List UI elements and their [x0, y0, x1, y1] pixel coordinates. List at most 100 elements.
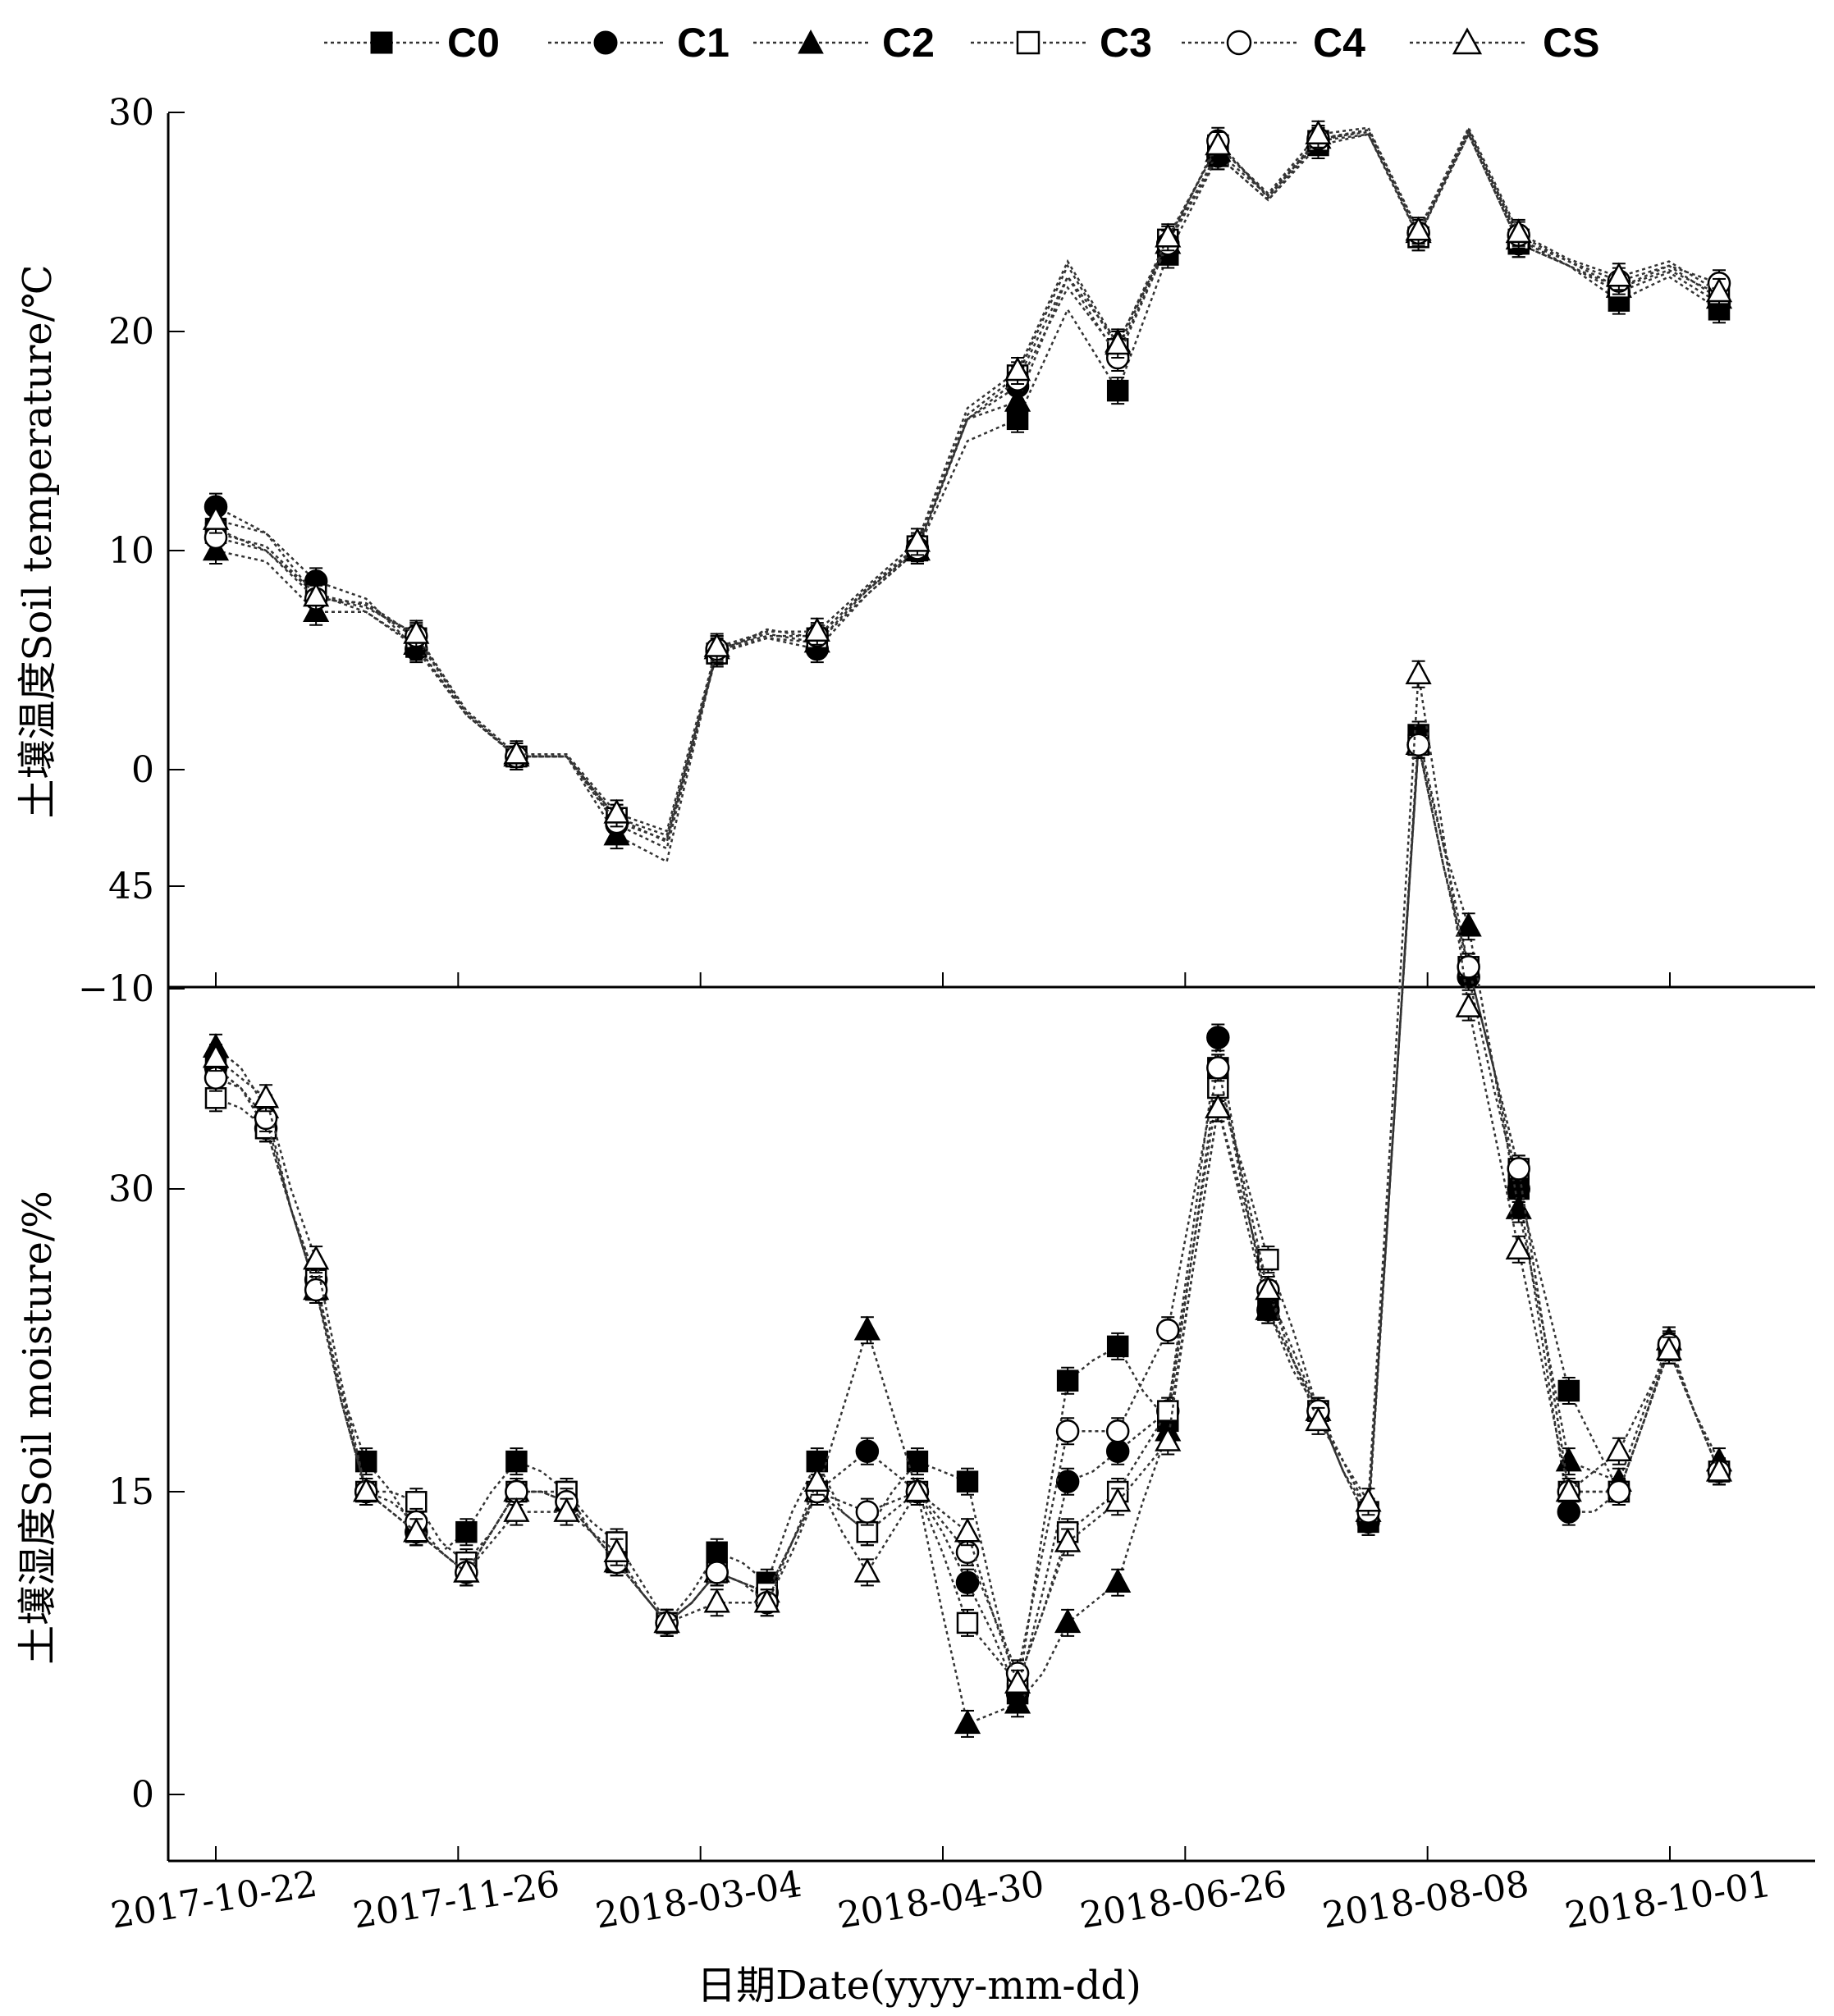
legend-label-c4: C4 — [1313, 20, 1365, 66]
data-point-triangle — [1155, 1426, 1182, 1451]
data-point-triangle — [1205, 1093, 1232, 1118]
y-axis-title-moisture: 土壤湿度Soil moisture/% — [15, 1191, 61, 1664]
data-point-triangle — [703, 632, 730, 657]
data-point-triangle — [803, 1467, 830, 1492]
data-point-triangle — [853, 1315, 880, 1341]
data-point-circle — [855, 1439, 880, 1464]
legend-item-c4: C4 — [1182, 20, 1365, 66]
data-point-triangle — [1505, 218, 1532, 244]
x-tick-label: 2017-11-26 — [350, 1863, 563, 1937]
y-tick-label: 45 — [108, 866, 154, 907]
series-temperature-c1 — [204, 126, 1731, 850]
data-point-triangle — [403, 1517, 430, 1543]
data-point-triangle — [603, 1538, 630, 1563]
data-point-triangle — [1305, 1406, 1332, 1432]
data-point-triangle — [353, 1477, 380, 1502]
data-point-circle — [1457, 955, 1480, 979]
series-temperature-cs — [202, 120, 1733, 833]
legend: C0 C1 C2 C3 C4 CS — [324, 20, 1599, 66]
series-temperature-c0 — [204, 131, 1731, 843]
data-point-square — [1557, 1379, 1580, 1402]
data-point-triangle — [753, 1588, 780, 1613]
data-point-triangle — [1105, 1487, 1132, 1512]
data-point-triangle — [1355, 1487, 1382, 1512]
y-tick-label: 10 — [108, 530, 154, 572]
data-point-circle — [1055, 1419, 1080, 1443]
y-tick-label: 15 — [108, 1471, 154, 1513]
series-moisture-c4 — [204, 730, 1731, 1688]
series-line — [215, 125, 1720, 833]
y-tick-label: 30 — [108, 92, 154, 134]
data-point-circle — [1507, 1157, 1530, 1181]
series-line — [215, 127, 1720, 863]
data-point-square — [1106, 1335, 1129, 1358]
data-point-triangle — [803, 617, 830, 642]
legend-item-cs: CS — [1410, 20, 1599, 66]
data-point-triangle — [954, 1517, 981, 1543]
data-point-triangle — [1255, 1275, 1282, 1301]
series-temperature-c3 — [204, 126, 1731, 837]
x-tick-label: 2018-10-01 — [1562, 1863, 1774, 1937]
data-point-triangle — [903, 527, 931, 552]
data-point-triangle — [1155, 222, 1182, 248]
data-point-triangle — [503, 739, 530, 765]
data-point-circle — [1105, 1419, 1130, 1443]
data-point-square — [1106, 379, 1129, 402]
data-point-triangle — [603, 798, 630, 824]
data-point-triangle — [954, 1709, 981, 1735]
data-point-triangle — [1605, 1437, 1632, 1462]
data-point-triangle — [1405, 216, 1432, 241]
legend-label-c2: C2 — [882, 20, 935, 66]
data-point-square — [455, 1520, 478, 1543]
x-tick-label: 2018-08-08 — [1319, 1863, 1532, 1937]
legend-item-c2: C2 — [753, 20, 935, 66]
data-point-triangle — [1105, 1568, 1132, 1593]
legend-item-c1: C1 — [548, 20, 729, 66]
y-axis-title-temperature: 土壤温度Soil temperature/℃ — [15, 264, 61, 818]
data-point-triangle — [453, 1557, 480, 1583]
data-point-square — [956, 1470, 979, 1493]
data-point-triangle — [1705, 1456, 1733, 1482]
data-point-triangle — [1405, 660, 1432, 684]
legend-marker-c2 — [798, 29, 824, 54]
data-point-circle — [955, 1570, 980, 1594]
legend-marker-c0 — [370, 31, 393, 54]
legend-item-c3: C3 — [971, 20, 1152, 66]
legend-marker-c4 — [1226, 30, 1252, 56]
legend-label-c0: C0 — [447, 20, 500, 66]
legend-label-c1: C1 — [677, 20, 729, 66]
data-point-triangle — [1505, 1194, 1532, 1219]
data-point-triangle — [553, 1497, 580, 1522]
data-point-triangle — [503, 1497, 530, 1522]
legend-label-cs: CS — [1543, 20, 1599, 66]
data-point-triangle — [303, 582, 330, 607]
data-point-triangle — [1004, 1689, 1031, 1714]
plot-area — [202, 120, 1733, 1738]
y-tick-label: 30 — [108, 1168, 154, 1210]
data-point-triangle — [252, 1083, 280, 1109]
data-point-triangle — [1105, 330, 1132, 355]
data-point-square — [906, 1450, 929, 1473]
data-point-triangle — [1555, 1477, 1582, 1502]
series-temperature-c2 — [202, 124, 1733, 863]
x-tick-label: 2018-03-04 — [592, 1863, 805, 1937]
series-line — [215, 127, 1720, 837]
data-point-square — [1157, 1400, 1179, 1422]
data-point-triangle — [202, 1043, 230, 1068]
data-point-square — [505, 1450, 528, 1473]
legend-marker-c1 — [593, 30, 618, 55]
data-point-circle — [1607, 1479, 1631, 1504]
data-point-triangle — [1705, 277, 1733, 303]
x-tick-label: 2018-06-26 — [1077, 1863, 1290, 1937]
data-point-triangle — [1605, 262, 1632, 287]
legend-label-c3: C3 — [1100, 20, 1152, 66]
data-point-square — [956, 1611, 979, 1634]
legend-marker-cs — [1452, 27, 1483, 55]
data-point-triangle — [1455, 992, 1482, 1017]
data-point-circle — [1206, 1026, 1230, 1049]
series-line — [215, 131, 1720, 843]
data-point-triangle — [1305, 120, 1332, 144]
data-point-circle — [1156, 1318, 1180, 1342]
data-point-circle — [1406, 733, 1430, 757]
